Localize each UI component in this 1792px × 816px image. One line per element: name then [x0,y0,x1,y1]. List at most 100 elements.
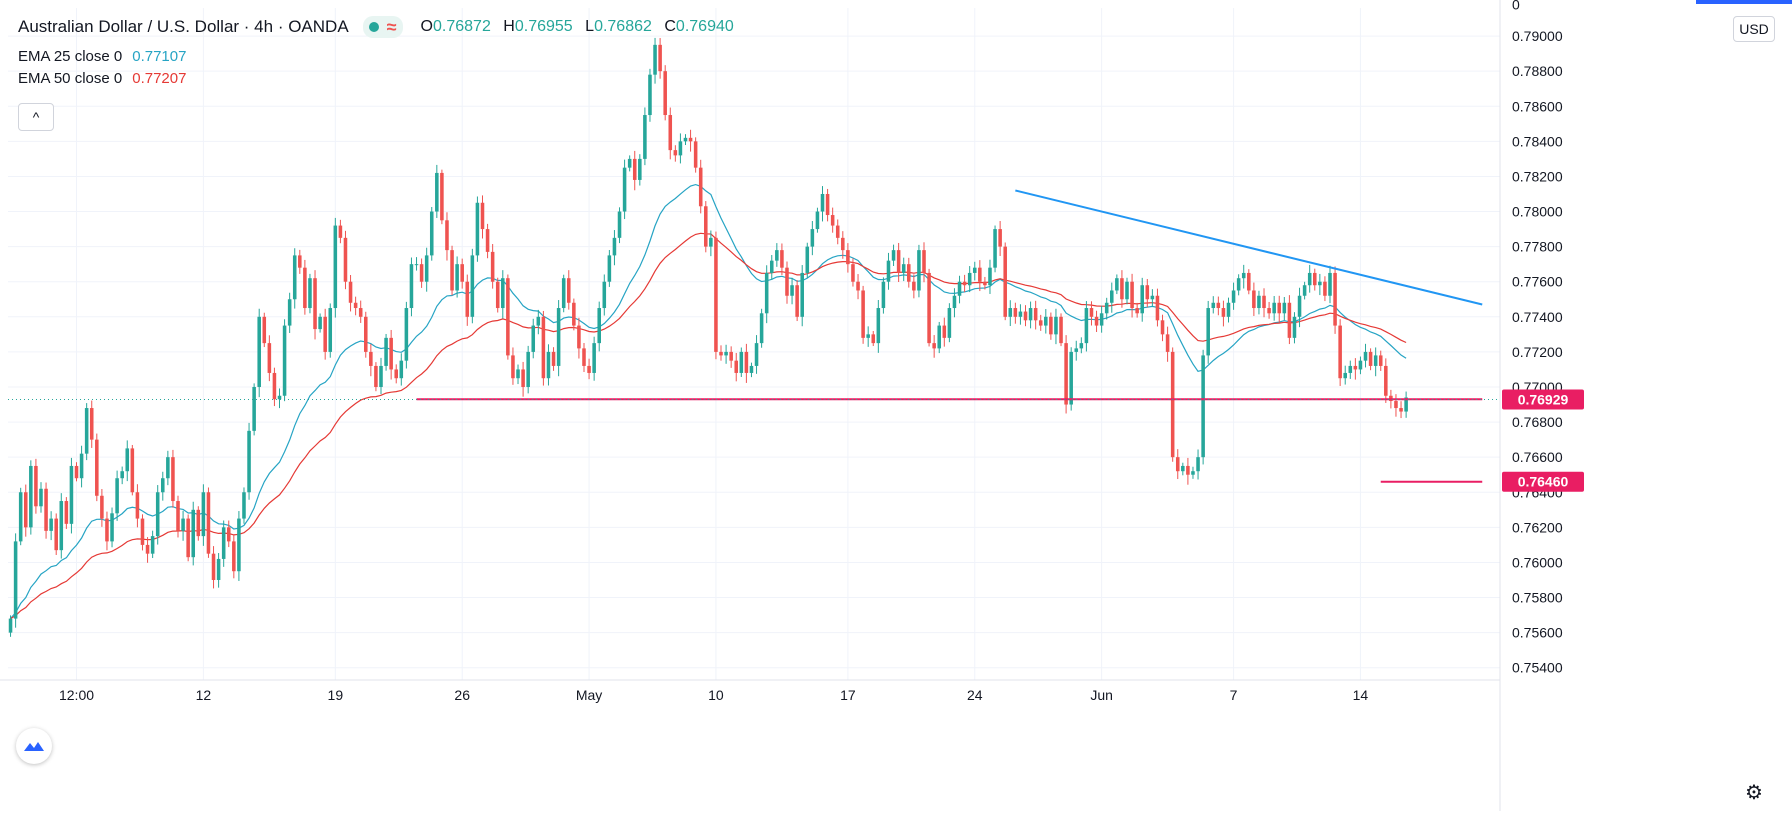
candle [937,321,942,354]
candle [1312,268,1317,291]
candle-body [110,513,114,542]
candle-body [348,281,353,303]
candle-body [1079,343,1084,349]
candle-body [1353,365,1358,370]
symbol-title[interactable]: Australian Dollar / U.S. Dollar · 4h · O… [18,17,349,36]
candle [861,285,865,344]
candle-body [1252,290,1256,309]
candle [1099,305,1104,333]
candle-body [328,308,333,352]
candle [277,388,282,409]
candle-body [465,281,470,317]
candle [110,507,114,548]
candle-body [242,492,246,519]
candle [1155,288,1160,327]
candle [739,347,744,377]
candle [252,383,256,436]
candle [1028,301,1033,329]
candle [313,270,317,340]
candle [1170,347,1175,462]
candle-body [536,316,541,326]
candle-body [59,501,64,551]
gear-icon[interactable]: ⚙ [1745,782,1763,804]
candle-body [901,264,906,273]
candle-body [506,278,510,356]
candle [617,207,622,244]
candle-body [1262,295,1266,309]
candle-body [29,465,33,528]
candle-body [1277,302,1282,314]
tradingview-logo-icon[interactable] [16,728,52,764]
candle-body [1399,408,1403,412]
x-tick-label: 12:00 [59,687,94,703]
candle [1241,264,1246,289]
candle-body [1054,316,1058,335]
candle-body [303,267,307,309]
candle-body [978,267,982,282]
y-tick-label: 0.79000 [1512,28,1563,44]
candle [1328,265,1332,304]
candle-body [1003,246,1007,317]
ohlc-high-value: 0.76955 [514,18,573,35]
price-label-text: 0.76460 [1518,474,1569,490]
candle [358,300,363,323]
ema50-label: EMA 50 close 0 [18,70,123,87]
candle-body [1170,351,1175,458]
candle [1343,365,1347,385]
candle [673,145,678,162]
candle [1181,462,1185,476]
candle-body [1272,302,1276,314]
candle-body [369,351,373,366]
candle [1267,301,1271,319]
candle [59,493,64,559]
candle-body [709,237,713,247]
candle-body [835,225,840,238]
candle [455,256,459,298]
candle [54,513,58,555]
ema25-legend[interactable]: EMA 25 close 0 0.77107 [18,46,742,68]
candle-body [79,453,84,479]
candle [440,169,444,225]
candle-body [673,150,678,156]
candle [429,207,434,261]
candle-body [739,351,744,373]
candle [988,259,992,294]
candle [800,265,804,327]
candle-body [206,492,211,554]
candle [531,318,536,359]
y-tick-label: 0.77800 [1512,239,1563,255]
candle-body [1297,295,1302,317]
market-status-badge[interactable]: ≈ [362,16,403,38]
candle [572,298,576,331]
candle [993,225,997,273]
currency-button[interactable]: USD [1733,16,1775,42]
candle [516,364,520,385]
candle-body [617,211,622,238]
candle [1333,266,1337,334]
ema50-legend[interactable]: EMA 50 close 0 0.77207 [18,68,742,90]
candle [1003,242,1007,321]
y-tick-label: 0.78800 [1512,63,1563,79]
candle [44,482,48,539]
ohlc-high-label: H [503,18,515,35]
candle [120,466,124,485]
drawings[interactable] [8,189,1500,483]
candle [130,444,135,496]
candle [627,155,632,172]
candle-body [597,308,601,344]
candle-body [1201,355,1205,458]
resistance-trendline[interactable] [1015,189,1483,306]
candle [952,288,957,318]
candle-body [1049,316,1053,335]
candle [790,277,794,305]
candle-body [196,509,201,537]
candle-body [566,278,571,303]
candle-body [759,313,764,344]
candle-body [501,278,505,309]
candle [450,245,454,296]
candle [1292,312,1297,344]
candle [1191,466,1195,479]
collapse-legend-button[interactable]: ^ [18,103,54,131]
